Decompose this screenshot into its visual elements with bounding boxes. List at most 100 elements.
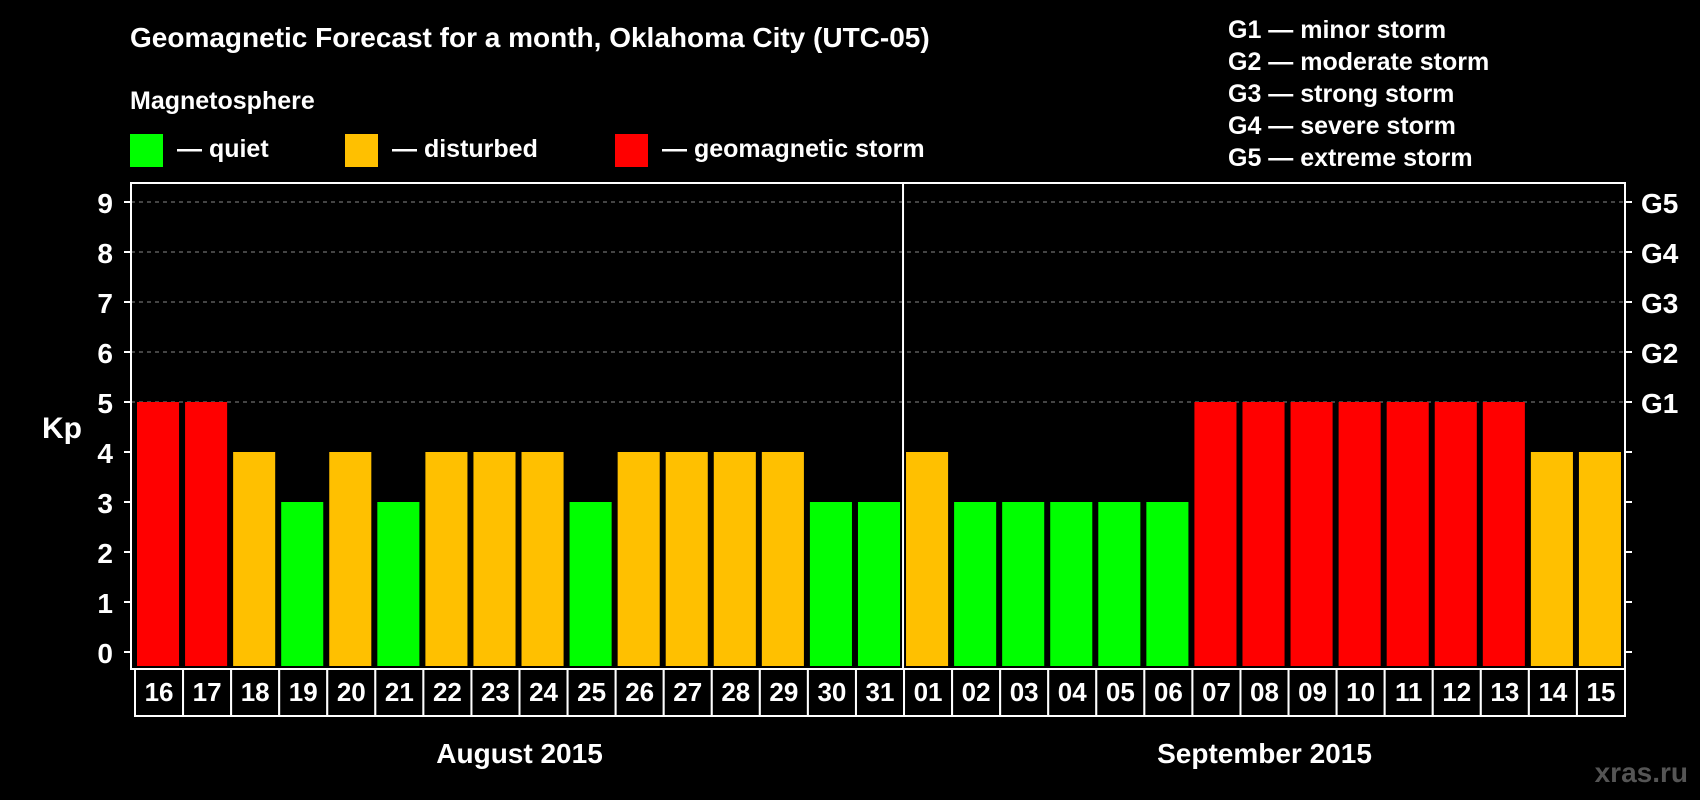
day-label-box-01 xyxy=(903,668,954,717)
storm-axis-label-G1: G1 xyxy=(1641,388,1678,419)
day-label-box-25 xyxy=(566,668,617,717)
day-label-22: 22 xyxy=(433,677,462,707)
y-tick-label-0: 0 xyxy=(97,638,113,669)
watermark: xras.ru xyxy=(1595,757,1688,788)
legend-title: Magnetosphere xyxy=(130,87,315,115)
y-tick-label-5: 5 xyxy=(97,388,113,419)
day-label-13: 13 xyxy=(1490,677,1519,707)
storm-level-desc-4: G5 — extreme storm xyxy=(1228,144,1473,172)
bar-day-11 xyxy=(1386,402,1429,666)
bar-day-30 xyxy=(809,502,852,666)
bar-day-12 xyxy=(1434,402,1477,666)
bar-day-13 xyxy=(1482,402,1525,666)
storm-level-desc-2: G3 — strong storm xyxy=(1228,80,1454,108)
day-label-box-21 xyxy=(374,668,425,717)
day-label-14: 14 xyxy=(1538,677,1567,707)
day-label-box-14 xyxy=(1527,668,1578,717)
bar-day-23 xyxy=(473,452,516,666)
month-label-1: September 2015 xyxy=(1157,738,1372,769)
bar-day-24 xyxy=(521,452,564,666)
legend-label-2: — geomagnetic storm xyxy=(662,135,925,163)
day-label-21: 21 xyxy=(385,677,414,707)
day-label-18: 18 xyxy=(241,677,270,707)
day-label-box-10 xyxy=(1335,668,1386,717)
bar-day-22 xyxy=(425,452,468,666)
day-label-05: 05 xyxy=(1106,677,1135,707)
y-axis-ticks: 0 1 2 3 4 5 6 7 8 9 xyxy=(97,188,1632,669)
bar-day-27 xyxy=(665,452,708,666)
day-label-19: 19 xyxy=(289,677,318,707)
y-tick-label-9: 9 xyxy=(97,188,113,219)
day-label-box-09 xyxy=(1287,668,1338,717)
day-label-12: 12 xyxy=(1442,677,1471,707)
day-label-box-06 xyxy=(1143,668,1194,717)
day-label-03: 03 xyxy=(1010,677,1039,707)
day-label-16: 16 xyxy=(145,677,174,707)
y-tick-label-3: 3 xyxy=(97,488,113,519)
day-label-04: 04 xyxy=(1058,677,1087,707)
bar-day-21 xyxy=(377,502,420,666)
day-label-10: 10 xyxy=(1346,677,1375,707)
x-axis-day-labels: 16 17 18 19 20 21 22 23 24 25 26 27 28 29 30 31 01 02 03 04… xyxy=(134,668,1626,717)
day-label-box-12 xyxy=(1431,668,1482,717)
day-label-box-19 xyxy=(278,668,329,717)
storm-level-axis: G1 G2 G3 G4 G5 xyxy=(1641,188,1679,419)
day-label-09: 09 xyxy=(1298,677,1327,707)
bar-day-04 xyxy=(1050,502,1093,666)
bar-day-18 xyxy=(233,452,276,666)
bar-day-05 xyxy=(1098,502,1141,666)
day-label-box-08 xyxy=(1239,668,1290,717)
bar-day-28 xyxy=(713,452,756,666)
day-label-box-04 xyxy=(1047,668,1098,717)
day-label-07: 07 xyxy=(1202,677,1231,707)
storm-level-desc-0: G1 — minor storm xyxy=(1228,16,1446,44)
day-label-27: 27 xyxy=(673,677,702,707)
day-label-15: 15 xyxy=(1587,677,1616,707)
bar-day-01 xyxy=(906,452,949,666)
day-label-box-26 xyxy=(614,668,665,717)
storm-axis-label-G5: G5 xyxy=(1641,188,1678,219)
legend: — quiet — disturbed — geomagnetic storm xyxy=(130,134,925,167)
bar-series xyxy=(137,402,1621,666)
storm-axis-label-G4: G4 xyxy=(1641,238,1679,269)
bar-day-16 xyxy=(137,402,180,666)
bar-day-02 xyxy=(954,502,997,666)
bar-day-07 xyxy=(1194,402,1237,666)
bar-day-15 xyxy=(1578,452,1621,666)
legend-swatch-0 xyxy=(130,134,163,167)
day-label-06: 06 xyxy=(1154,677,1183,707)
day-label-box-13 xyxy=(1479,668,1530,717)
day-label-box-07 xyxy=(1191,668,1242,717)
day-label-08: 08 xyxy=(1250,677,1279,707)
day-label-29: 29 xyxy=(769,677,798,707)
day-label-20: 20 xyxy=(337,677,366,707)
day-label-01: 01 xyxy=(914,677,943,707)
bar-day-31 xyxy=(857,502,901,666)
legend-swatch-2 xyxy=(615,134,648,167)
y-tick-label-2: 2 xyxy=(97,538,113,569)
day-label-box-15 xyxy=(1575,668,1626,717)
bar-day-26 xyxy=(617,452,660,666)
bar-day-29 xyxy=(761,452,804,666)
day-label-11: 11 xyxy=(1395,677,1423,707)
bar-day-17 xyxy=(185,402,228,666)
day-label-26: 26 xyxy=(625,677,654,707)
day-label-25: 25 xyxy=(577,677,606,707)
storm-axis-label-G2: G2 xyxy=(1641,338,1678,369)
day-label-24: 24 xyxy=(529,677,558,707)
chart-title: Geomagnetic Forecast for a month, Oklaho… xyxy=(130,22,930,53)
month-labels: August 2015 September 2015 xyxy=(436,738,1372,769)
day-label-28: 28 xyxy=(721,677,750,707)
bar-day-09 xyxy=(1290,402,1333,666)
day-label-box-18 xyxy=(230,668,281,717)
y-axis-label: Kp xyxy=(42,412,82,445)
bar-day-03 xyxy=(1002,502,1045,666)
bar-day-14 xyxy=(1530,452,1573,666)
day-label-box-22 xyxy=(422,668,473,717)
legend-label-0: — quiet xyxy=(177,135,269,163)
storm-level-legend: G1 — minor storm G2 — moderate storm G3 — … xyxy=(1228,16,1489,172)
day-label-box-03 xyxy=(999,668,1050,717)
month-label-0: August 2015 xyxy=(436,738,603,769)
storm-level-desc-1: G2 — moderate storm xyxy=(1228,48,1489,76)
